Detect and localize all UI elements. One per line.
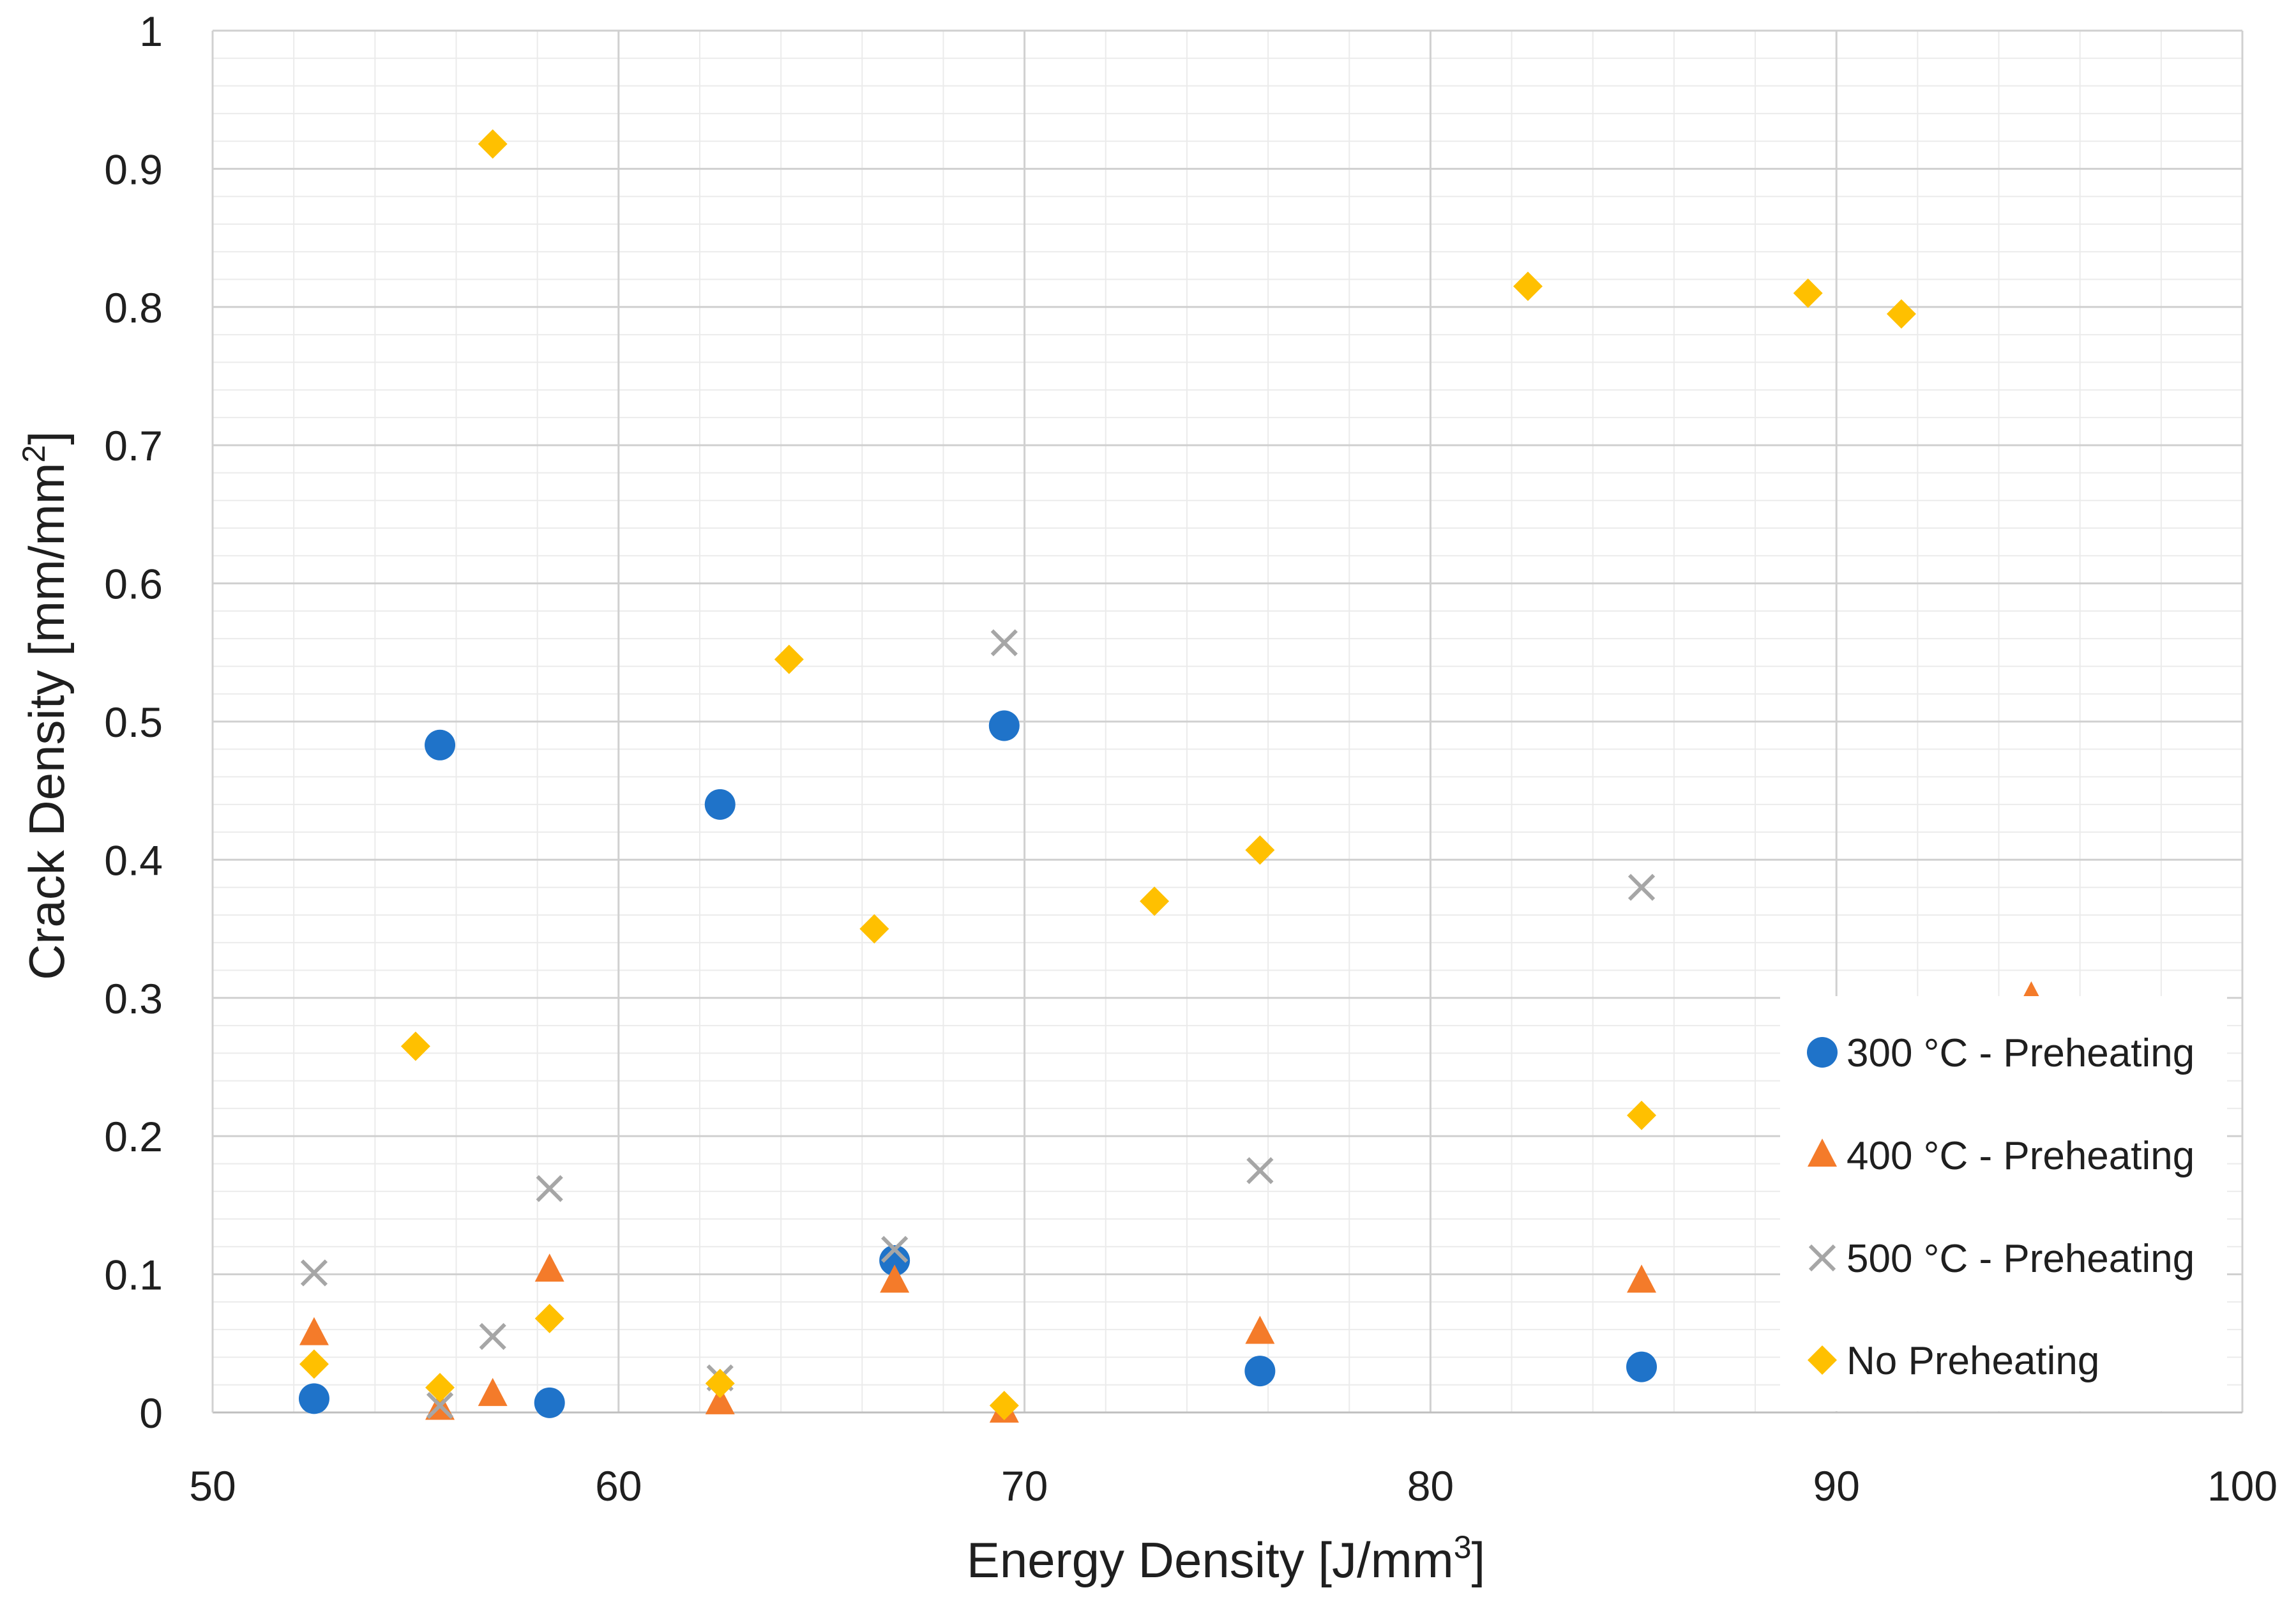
legend-label: No Preheating [1847, 1339, 2099, 1383]
y-tick-label: 0.9 [104, 146, 163, 193]
y-tick-label: 1 [139, 8, 163, 55]
x-tick-label: 80 [1407, 1462, 1454, 1510]
data-point-circle [1626, 1351, 1658, 1382]
legend-label: 500 °C - Preheating [1847, 1237, 2194, 1281]
y-tick-label: 0.2 [104, 1113, 163, 1160]
y-tick-label: 0.7 [104, 422, 163, 469]
y-tick-label: 0.3 [104, 975, 163, 1022]
x-axis-title-end: ] [1472, 1532, 1486, 1588]
y-tick-label: 0 [139, 1389, 163, 1437]
legend-item: 400 °C - Preheating [1808, 1134, 2194, 1178]
data-point-circle [298, 1383, 329, 1414]
y-axis-title-end: ] [19, 431, 75, 445]
data-point-triangle [705, 1386, 735, 1414]
data-point-cross [990, 629, 1018, 656]
data-point-circle [425, 729, 456, 761]
series-1 [298, 710, 1658, 1418]
x-tick-label: 100 [2207, 1462, 2277, 1510]
legend: 300 °C - Preheating 400 °C - Preheating 50… [1780, 996, 2227, 1411]
data-point-cross [1246, 1157, 1274, 1185]
x-tick-label: 90 [1813, 1462, 1859, 1510]
data-point-triangle [1245, 1315, 1275, 1344]
data-point-triangle [478, 1377, 508, 1406]
data-point-triangle [1627, 1264, 1657, 1293]
data-point-circle [879, 1245, 910, 1276]
y-tick-label: 0.4 [104, 836, 163, 884]
data-point-circle [704, 789, 736, 820]
x-axis-title-text: Energy Density [J/mm [967, 1532, 1454, 1588]
data-point-diamond [1886, 299, 1916, 329]
y-axis-title-superscript: 2 [16, 445, 52, 463]
y-tick-label: 0.5 [104, 699, 163, 746]
data-point-diamond [1245, 835, 1275, 865]
x-axis-title-superscript: 3 [1454, 1529, 1472, 1565]
legend-marker-cross [1808, 1244, 1836, 1272]
data-point-cross [536, 1175, 563, 1202]
legend-label: 400 °C - Preheating [1847, 1134, 2194, 1178]
data-point-cross [881, 1236, 909, 1263]
legend-item: No Preheating [1808, 1339, 2099, 1383]
data-point-cross [300, 1259, 328, 1287]
legend-background [1780, 996, 2227, 1411]
y-tick-label: 0.8 [104, 284, 163, 331]
data-point-diamond [705, 1368, 735, 1398]
x-tick-label: 60 [595, 1462, 642, 1510]
data-point-diamond [1140, 886, 1170, 916]
series-4 [299, 129, 1916, 1421]
data-points [298, 129, 2046, 1423]
data-point-triangle [299, 1317, 329, 1345]
data-point-circle [534, 1387, 565, 1418]
legend-item: 300 °C - Preheating [1807, 1031, 2194, 1075]
y-axis-title: Crack Density [mm/mm2] [16, 431, 75, 980]
legend-items: 300 °C - Preheating 400 °C - Preheating 50… [1807, 1031, 2194, 1383]
data-point-cross [1628, 874, 1656, 901]
data-point-diamond [400, 1031, 430, 1061]
legend-item: 500 °C - Preheating [1808, 1237, 2194, 1281]
data-point-diamond [989, 1391, 1019, 1421]
legend-label: 300 °C - Preheating [1847, 1031, 2194, 1075]
x-tick-label: 50 [189, 1462, 236, 1510]
data-point-diamond [1793, 278, 1823, 308]
data-point-cross [479, 1322, 506, 1351]
data-point-circle [988, 710, 1020, 741]
x-axis-title: Energy Density [J/mm3] [967, 1529, 1485, 1588]
data-point-diamond [1513, 271, 1543, 301]
data-point-circle [1244, 1356, 1276, 1387]
data-point-diamond [534, 1303, 564, 1333]
legend-marker-diamond [1808, 1345, 1837, 1375]
data-point-diamond [425, 1373, 455, 1403]
legend-marker-triangle [1808, 1139, 1837, 1167]
y-tick-label: 0.1 [104, 1252, 163, 1299]
data-point-cross [426, 1392, 454, 1419]
legend-marker-circle [1807, 1037, 1838, 1068]
y-axis-tick-labels: 0 0.1 0.2 0.3 0.4 0.5 0.6 0.7 0.8 0.9 1 [104, 8, 163, 1437]
data-point-diamond [774, 644, 804, 674]
data-point-diamond [1627, 1100, 1657, 1130]
data-point-triangle [534, 1253, 564, 1282]
data-point-diamond [299, 1349, 329, 1379]
x-axis-tick-labels: 50 60 70 80 90 100 [189, 1462, 2277, 1510]
x-tick-label: 70 [1001, 1462, 1048, 1510]
data-point-diamond [478, 129, 508, 159]
y-tick-label: 0.6 [104, 561, 163, 608]
data-point-diamond [859, 914, 889, 944]
data-point-triangle [880, 1264, 910, 1293]
y-axis-title-text: Crack Density [mm/mm [19, 463, 75, 980]
